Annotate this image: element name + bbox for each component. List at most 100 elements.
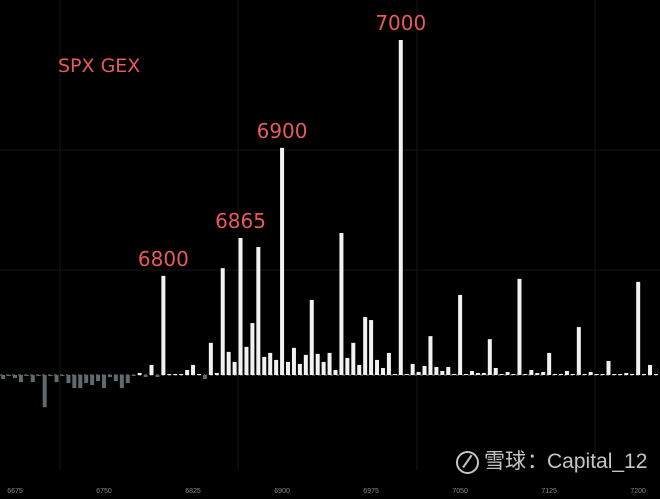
bar-7040 [446,366,451,375]
bar-7090 [505,371,510,375]
bar-6935 [321,361,326,375]
bar-6685 [24,375,29,377]
bar-7215 [653,373,658,375]
bar-7080 [493,367,498,375]
chart-title: SPX GEX [58,55,141,77]
bar-7110 [529,369,534,375]
bar-6775 [131,375,136,377]
bar-6980 [375,359,380,375]
bar-7085 [499,373,504,375]
bar-7100 [517,278,522,375]
bar-6845 [214,372,219,375]
x-tick-label: 6750 [96,488,112,495]
bar-6990 [386,352,391,375]
bar-6920 [303,354,308,375]
bar-6850 [220,268,225,375]
bar-6880 [256,247,261,375]
bar-7025 [428,336,433,375]
bar-6955 [345,357,350,375]
bar-7055 [464,373,469,375]
bar-6675 [13,375,17,379]
bar-6815 [179,373,184,375]
bar-6915 [297,363,302,375]
bar-7165 [594,373,599,375]
bar-6735 [84,375,89,384]
bar-6690 [30,375,35,383]
bar-6870 [244,346,249,375]
bar-6865 [238,237,243,375]
bar-6750 [102,375,107,389]
bar-7050 [458,294,463,375]
bar-6770 [125,375,130,384]
x-axis-ticks: 6675 6750 6825 6900 6975 7050 7125 7200 [7,488,646,495]
bar-7030 [434,366,439,375]
x-tick-label: 6825 [185,488,201,495]
x-tick-label: 6675 [7,488,23,495]
bar-7150 [576,327,581,375]
bar-6930 [315,353,320,375]
bar-6740 [90,375,95,386]
bar-7210 [648,364,653,375]
bar-7205 [642,373,647,375]
bar-7005 [404,373,409,375]
bar-7185 [618,373,623,375]
bar-6710 [54,375,59,383]
bar-6725 [72,375,77,389]
annotation-6800: 6800 [137,246,189,271]
x-tick-label: 7125 [541,488,557,495]
bar-6680 [18,375,23,383]
annotation-6865: 6865 [215,208,266,233]
bar-6950 [339,232,344,375]
bar-6975 [369,320,374,375]
bar-7120 [541,371,546,375]
bar-6985 [380,367,385,375]
bar-6785 [143,375,148,378]
bar-6720 [66,375,71,384]
bar-7095 [511,373,516,375]
bar-6965 [357,364,362,375]
bar-6910 [291,347,296,375]
bar-6860 [232,361,237,375]
x-tick-label: 6900 [274,488,290,495]
bar-6885 [262,356,267,375]
bar-6875 [250,323,255,375]
bar-7125 [547,352,552,375]
bar-6820 [185,369,190,375]
watermark-user: Capital_12 [547,450,648,473]
bar-7195 [630,373,635,375]
bar-7170 [600,373,605,375]
bar-6730 [78,375,83,389]
annotation-7000: 7000 [375,11,427,35]
bar-7115 [535,372,540,375]
bar-series [1,40,658,408]
x-tick-label: 7050 [452,488,468,495]
bar-6765 [119,375,124,389]
bar-6810 [173,373,178,375]
bar-7020 [422,365,427,375]
bar-6925 [309,299,314,375]
bar-7065 [475,372,480,375]
watermark-brand: 雪球 [484,450,526,473]
bar-7075 [487,339,492,375]
xueqiu-logo-icon [456,451,479,474]
bar-6895 [274,359,279,375]
bar-7060 [469,370,474,375]
bar-7070 [481,372,486,375]
bar-6835 [202,375,207,380]
bar-6705 [48,375,53,377]
bar-7130 [553,373,558,375]
bar-6900 [280,147,285,375]
bar-6970 [363,317,368,375]
bar-6670 [7,375,12,377]
bar-6700 [42,375,47,408]
bar-6945 [333,369,338,375]
bar-7140 [564,370,569,375]
bar-6905 [286,361,291,375]
bar-6665 [1,375,6,380]
bar-7175 [606,360,611,375]
bar-6795 [155,375,160,378]
annotation-6900: 6900 [256,118,308,143]
bar-6940 [327,352,332,375]
